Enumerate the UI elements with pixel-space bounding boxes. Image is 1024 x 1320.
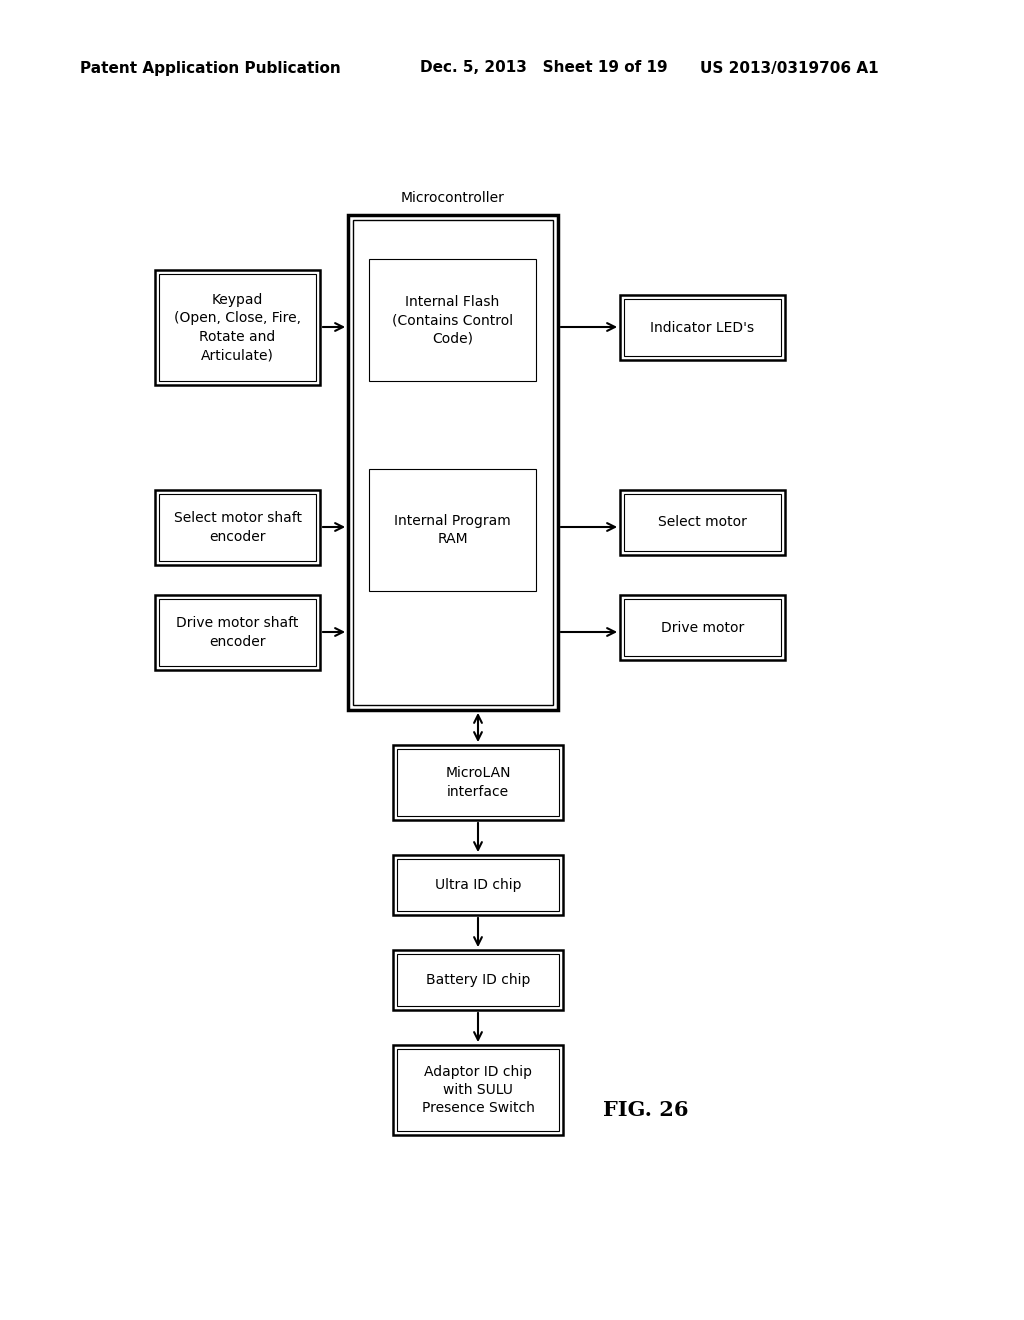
Bar xyxy=(397,859,559,911)
Bar xyxy=(624,599,781,656)
Bar xyxy=(348,215,558,710)
Text: Select motor shaft
encoder: Select motor shaft encoder xyxy=(173,511,301,544)
Bar xyxy=(353,220,553,705)
Text: Indicator LED's: Indicator LED's xyxy=(650,321,755,334)
Text: MicroLAN
interface: MicroLAN interface xyxy=(445,767,511,799)
Text: Microcontroller: Microcontroller xyxy=(401,191,505,205)
Text: Drive motor shaft
encoder: Drive motor shaft encoder xyxy=(176,616,299,648)
Bar xyxy=(155,271,319,385)
Text: Internal Program
RAM: Internal Program RAM xyxy=(394,513,511,546)
Bar xyxy=(393,855,563,915)
Bar xyxy=(620,595,785,660)
Bar xyxy=(159,494,316,561)
Text: Drive motor: Drive motor xyxy=(660,620,744,635)
Bar xyxy=(624,300,781,356)
Bar xyxy=(624,494,781,550)
Bar xyxy=(393,1045,563,1135)
Bar xyxy=(155,595,319,671)
Text: Patent Application Publication: Patent Application Publication xyxy=(80,61,341,75)
Bar xyxy=(620,490,785,554)
Bar xyxy=(155,490,319,565)
Bar xyxy=(620,294,785,360)
Text: US 2013/0319706 A1: US 2013/0319706 A1 xyxy=(700,61,879,75)
Bar xyxy=(159,599,316,667)
Text: Battery ID chip: Battery ID chip xyxy=(426,973,530,987)
Bar xyxy=(369,469,536,591)
Bar xyxy=(369,259,536,381)
Bar xyxy=(397,748,559,816)
Text: Ultra ID chip: Ultra ID chip xyxy=(435,878,521,892)
Bar xyxy=(393,744,563,820)
Text: Internal Flash
(Contains Control
Code): Internal Flash (Contains Control Code) xyxy=(392,294,513,346)
Text: Keypad
(Open, Close, Fire,
Rotate and
Articulate): Keypad (Open, Close, Fire, Rotate and Ar… xyxy=(174,293,301,362)
Text: FIG. 26: FIG. 26 xyxy=(603,1100,688,1119)
Text: Select motor: Select motor xyxy=(658,516,746,529)
Bar xyxy=(397,954,559,1006)
Text: Dec. 5, 2013   Sheet 19 of 19: Dec. 5, 2013 Sheet 19 of 19 xyxy=(420,61,668,75)
Bar xyxy=(365,255,540,385)
Bar xyxy=(365,465,540,595)
Bar xyxy=(393,950,563,1010)
Text: Adaptor ID chip
with SULU
Presence Switch: Adaptor ID chip with SULU Presence Switc… xyxy=(422,1065,535,1115)
Bar xyxy=(159,275,316,381)
Bar xyxy=(397,1049,559,1131)
